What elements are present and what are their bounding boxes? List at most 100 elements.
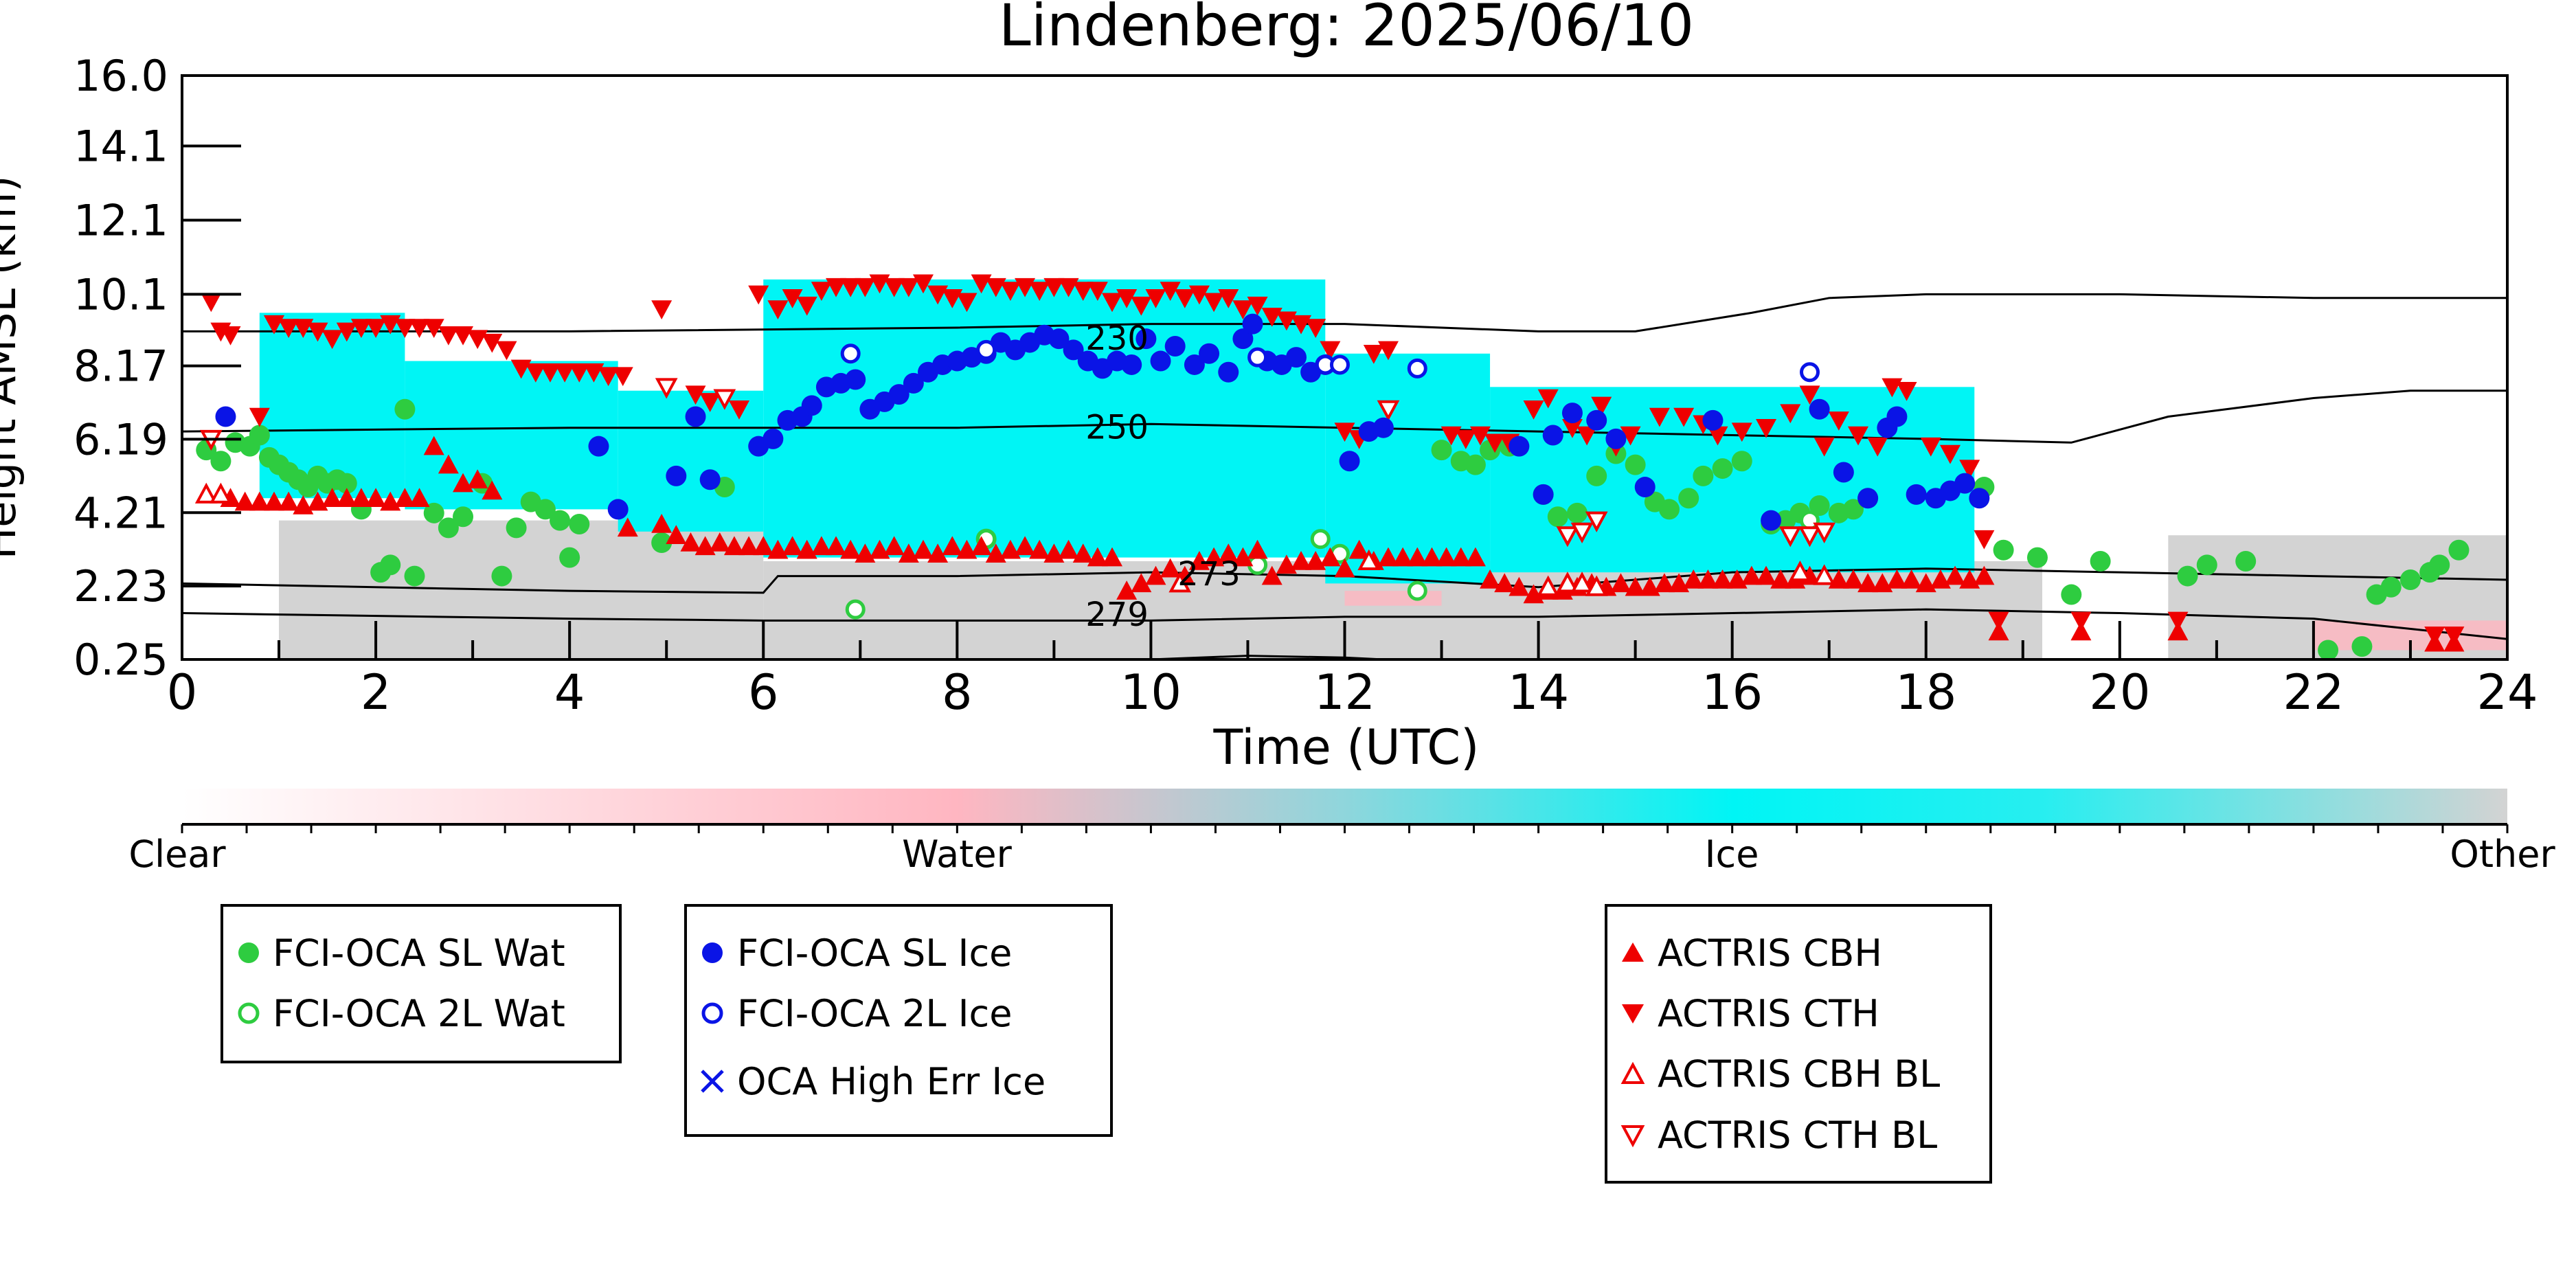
legend-actris: ACTRIS CBH ACTRIS CTH ACTRIS CBH BL ACTR… bbox=[1605, 904, 1992, 1184]
point-actris-cth-17 bbox=[453, 326, 474, 346]
point-actris-cbh-46 bbox=[1029, 539, 1050, 559]
point-actris-cbh-102 bbox=[1842, 569, 1864, 589]
colorbar-label-ice: Ice bbox=[1705, 833, 1759, 876]
legend-ice: FCI-OCA SL Ice FCI-OCA 2L Ice OCA High E… bbox=[684, 904, 1113, 1137]
point-actris-cth-60 bbox=[1131, 296, 1152, 316]
legend-label-2l-wat: FCI-OCA 2L Wat bbox=[273, 992, 565, 1035]
point-actris-cth-37 bbox=[796, 296, 817, 316]
point-fci-oca-sl-ice-4 bbox=[685, 406, 706, 427]
point-actris-cbh-73 bbox=[1421, 547, 1443, 567]
point-actris-cbh-10 bbox=[365, 488, 387, 507]
point-fci-oca-sl-wat-58 bbox=[1993, 539, 2014, 561]
point-fci-oca-2l-ice-4 bbox=[1329, 354, 1350, 375]
legend-marker-sl-ice bbox=[702, 942, 723, 963]
point-fci-oca-sl-ice-50 bbox=[1533, 484, 1554, 505]
y-axis-label: Height AMSL (km) bbox=[0, 176, 25, 560]
legend-marker-cth-bl bbox=[1620, 1125, 1645, 1148]
point-fci-oca-sl-ice-52 bbox=[1561, 403, 1583, 424]
point-actris-cbh-106 bbox=[1901, 569, 1922, 589]
point-actris-cth-85 bbox=[1561, 418, 1583, 438]
point-actris-cth-89 bbox=[1620, 426, 1641, 446]
point-fci-oca-2l-wat-5 bbox=[1407, 580, 1427, 601]
colorbar-gradient bbox=[182, 789, 2507, 824]
point-actris-cbh-89 bbox=[1653, 573, 1675, 593]
point-actris-cbh-24 bbox=[709, 532, 730, 552]
point-actris-cbh-31 bbox=[811, 536, 832, 556]
point-actris-cth-58 bbox=[1102, 293, 1122, 313]
point-actris-cth-43 bbox=[883, 278, 905, 297]
point-actris-cth-67 bbox=[1232, 300, 1254, 319]
point-actris-cth-59 bbox=[1116, 289, 1138, 308]
legend-label-cbh-bl: ACTRIS CBH BL bbox=[1658, 1052, 1940, 1096]
ice-mask-region-3 bbox=[763, 279, 1326, 558]
point-fci-oca-sl-ice-60 bbox=[1857, 488, 1879, 509]
point-fci-oca-sl-wat-35 bbox=[1465, 454, 1486, 475]
point-actris-cth-38 bbox=[811, 282, 832, 302]
point-fci-oca-sl-ice-38 bbox=[1218, 361, 1239, 383]
point-fci-oca-sl-ice-17 bbox=[903, 372, 924, 394]
point-fci-oca-sl-wat-24 bbox=[506, 517, 527, 539]
point-actris-cth-7 bbox=[307, 322, 328, 342]
point-actris-cth-8 bbox=[321, 330, 343, 350]
point-fci-oca-sl-wat-47 bbox=[1693, 465, 1714, 486]
point-fci-oca-sl-wat-66 bbox=[2351, 636, 2373, 657]
point-actris-cth-bl-5 bbox=[1570, 522, 1594, 544]
point-actris-cbh-67 bbox=[1334, 558, 1355, 578]
point-fci-oca-sl-ice-35 bbox=[1164, 335, 1186, 357]
point-actris-cbh-112 bbox=[1988, 621, 2009, 641]
point-actris-cbh-49 bbox=[1072, 543, 1094, 563]
point-actris-cbh-bl-6 bbox=[1570, 572, 1594, 593]
x-tick-label-1: 2 bbox=[361, 664, 392, 721]
point-fci-oca-sl-ice-46 bbox=[1339, 451, 1360, 472]
point-actris-cth-108 bbox=[1988, 611, 2009, 631]
point-fci-oca-sl-wat-4 bbox=[249, 425, 270, 446]
point-actris-cth-80 bbox=[1469, 426, 1491, 446]
point-actris-cbh-9 bbox=[350, 488, 372, 507]
point-actris-cbh-113 bbox=[2070, 621, 2092, 641]
point-actris-cth-24 bbox=[554, 363, 576, 383]
legend-label-cth-bl: ACTRIS CTH BL bbox=[1658, 1114, 1937, 1157]
colorbar-label-other: Other bbox=[2450, 833, 2555, 876]
point-fci-oca-sl-wat-59 bbox=[2026, 547, 2048, 568]
x-tick-label-3: 6 bbox=[748, 664, 779, 721]
point-fci-oca-sl-wat-21 bbox=[453, 506, 474, 528]
point-fci-oca-sl-wat-17 bbox=[394, 398, 416, 420]
point-actris-cth-95 bbox=[1756, 418, 1777, 438]
point-actris-cbh-103 bbox=[1857, 573, 1879, 593]
point-actris-cbh-50 bbox=[1087, 547, 1108, 567]
point-fci-oca-sl-wat-45 bbox=[1658, 499, 1680, 520]
point-fci-oca-sl-ice-2 bbox=[607, 499, 629, 520]
point-actris-cbh-bl-5 bbox=[1556, 572, 1579, 593]
point-actris-cth-19 bbox=[482, 333, 503, 353]
point-actris-cth-111 bbox=[2424, 626, 2445, 646]
point-actris-cbh-bl-1 bbox=[210, 482, 232, 504]
point-actris-cbh-93 bbox=[1712, 569, 1733, 589]
point-actris-cth-93 bbox=[1707, 426, 1728, 446]
legend-marker-2l-ice bbox=[701, 1002, 723, 1024]
legend-label-2l-ice: FCI-OCA 2L Ice bbox=[737, 992, 1012, 1035]
point-actris-cbh-29 bbox=[782, 536, 803, 556]
point-actris-cth-bl-6 bbox=[1585, 511, 1608, 532]
point-actris-cth-112 bbox=[2443, 626, 2465, 646]
point-actris-cbh-64 bbox=[1291, 550, 1312, 570]
point-actris-cth-61 bbox=[1145, 289, 1166, 308]
point-fci-oca-sl-ice-53 bbox=[1586, 409, 1607, 431]
y-tick-label-2: 4.21 bbox=[74, 488, 168, 538]
point-fci-oca-sl-ice-33 bbox=[1136, 328, 1157, 350]
point-actris-cth-64 bbox=[1188, 285, 1210, 305]
point-actris-cth-2 bbox=[220, 326, 241, 346]
point-actris-cth-23 bbox=[539, 363, 561, 383]
legend-marker-2l-wat bbox=[238, 1002, 260, 1024]
point-fci-oca-sl-ice-13 bbox=[845, 369, 866, 390]
isotherm-label-layer: 230 250 273 279 bbox=[1085, 319, 1241, 634]
point-actris-cth-86 bbox=[1577, 426, 1598, 446]
point-fci-oca-sl-wat-20 bbox=[438, 517, 459, 539]
y-axis: 0.25 2.23 4.21 6.19 8.17 10.1 12.1 14.1 16.0 bbox=[74, 51, 241, 685]
point-fci-oca-2l-ice-1 bbox=[976, 339, 997, 360]
point-fci-oca-sl-wat-48 bbox=[1712, 458, 1733, 479]
point-actris-cth-11 bbox=[365, 319, 387, 338]
point-actris-cth-87 bbox=[1591, 396, 1612, 416]
point-actris-cth-33 bbox=[728, 400, 749, 420]
point-actris-cbh-95 bbox=[1741, 565, 1762, 585]
point-actris-cbh-74 bbox=[1436, 547, 1457, 567]
